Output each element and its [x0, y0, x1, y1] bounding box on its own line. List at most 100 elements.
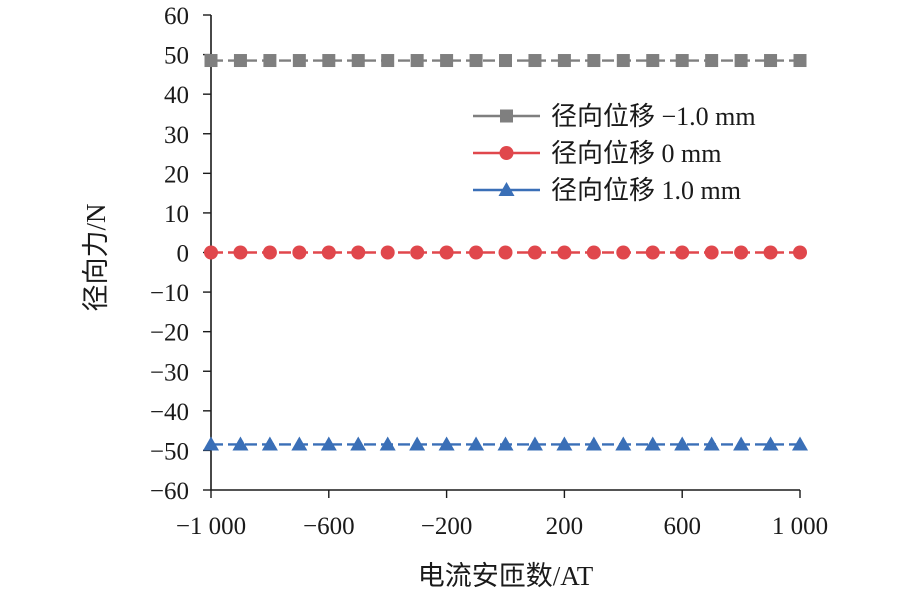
data-point	[381, 54, 395, 68]
x-tick-label: 200	[546, 513, 584, 540]
legend-entry: 径向位移 1.0 mm	[473, 176, 741, 205]
x-tick-label: 600	[663, 513, 701, 540]
data-point	[203, 436, 219, 451]
y-tick-label: 30	[164, 122, 189, 149]
data-point	[703, 436, 720, 451]
data-point	[350, 436, 367, 451]
data-point	[438, 436, 455, 451]
data-point	[292, 54, 306, 68]
y-tick-label: 60	[164, 3, 189, 30]
data-point	[645, 245, 660, 260]
data-point	[351, 54, 365, 68]
data-point	[232, 436, 249, 451]
data-point	[763, 245, 778, 260]
x-tick-label: −200	[421, 513, 473, 540]
y-tick-label: −60	[150, 478, 189, 505]
data-point	[733, 436, 750, 451]
series-triangle	[203, 436, 808, 451]
data-point	[409, 436, 426, 451]
data-point	[586, 245, 601, 260]
data-point	[734, 54, 748, 68]
series-circle	[204, 245, 807, 260]
y-tick-label: −10	[150, 280, 189, 307]
legend-entry: 径向位移 −1.0 mm	[473, 102, 756, 131]
data-point	[204, 245, 218, 260]
series-layer	[203, 54, 808, 451]
data-point	[674, 436, 691, 451]
x-tick-label: 1 000	[772, 513, 828, 540]
y-tick-label: −50	[150, 438, 189, 465]
data-point	[410, 245, 425, 260]
legend: 径向位移 −1.0 mm 径向位移 0 mm 径向位移 1.0 mm	[473, 102, 756, 205]
data-point	[616, 54, 630, 68]
y-tick-label: 40	[164, 82, 189, 109]
data-point	[292, 245, 307, 260]
data-point	[616, 245, 631, 260]
data-point	[263, 54, 277, 68]
data-point	[557, 245, 572, 260]
data-point	[675, 245, 690, 260]
y-tick-label: 0	[177, 241, 190, 268]
data-point	[792, 436, 808, 451]
data-point	[528, 54, 542, 68]
data-point	[646, 54, 660, 68]
data-point	[233, 245, 248, 260]
legend-marker	[500, 109, 513, 123]
data-point	[675, 54, 689, 68]
legend-label: 径向位移 −1.0 mm	[551, 102, 756, 131]
y-tick-label: −30	[150, 359, 189, 386]
data-point	[262, 245, 277, 260]
data-point	[764, 54, 778, 68]
y-tick-label: 50	[164, 43, 189, 70]
data-point	[233, 54, 247, 68]
data-point	[351, 245, 366, 260]
data-point	[793, 54, 807, 68]
data-point	[497, 436, 514, 451]
data-point	[322, 54, 336, 68]
data-point	[410, 54, 424, 68]
legend-marker	[499, 146, 514, 160]
y-tick-label: −40	[150, 399, 189, 426]
y-tick-label: 20	[164, 161, 189, 188]
legend-label: 径向位移 1.0 mm	[551, 176, 741, 205]
data-point	[734, 245, 749, 260]
series-square	[204, 54, 807, 68]
data-point	[585, 436, 602, 451]
data-point	[380, 245, 395, 260]
y-tick-label: 10	[164, 201, 189, 228]
data-point	[468, 436, 485, 451]
legend-label: 径向位移 0 mm	[551, 139, 721, 168]
data-point	[204, 54, 218, 68]
data-point	[440, 54, 454, 68]
data-point	[587, 54, 601, 68]
data-point	[291, 436, 308, 451]
axes: 60 50 40 30 20 10 0 −10 −20 −30 −40 −50 −60 −1 000 −60…	[150, 3, 828, 540]
data-point	[556, 436, 573, 451]
x-tick-label: −600	[303, 513, 355, 540]
data-point	[439, 245, 454, 260]
data-point	[705, 54, 719, 68]
legend-marker	[498, 182, 515, 196]
y-axis-title: 径向力/N	[81, 204, 111, 312]
data-point	[261, 436, 278, 451]
data-point	[321, 245, 336, 260]
data-point	[793, 245, 807, 260]
data-point	[498, 245, 513, 260]
data-point	[557, 54, 571, 68]
legend-entry: 径向位移 0 mm	[473, 139, 721, 168]
data-point	[527, 245, 542, 260]
data-point	[379, 436, 396, 451]
data-point	[615, 436, 632, 451]
data-point	[644, 436, 661, 451]
data-point	[499, 54, 512, 68]
data-point	[704, 245, 719, 260]
y-tick-label: −20	[150, 320, 189, 347]
data-point	[469, 245, 484, 260]
x-tick-label: −1 000	[176, 513, 246, 540]
data-point	[762, 436, 779, 451]
data-point	[526, 436, 543, 451]
data-point	[469, 54, 483, 68]
data-point	[320, 436, 337, 451]
